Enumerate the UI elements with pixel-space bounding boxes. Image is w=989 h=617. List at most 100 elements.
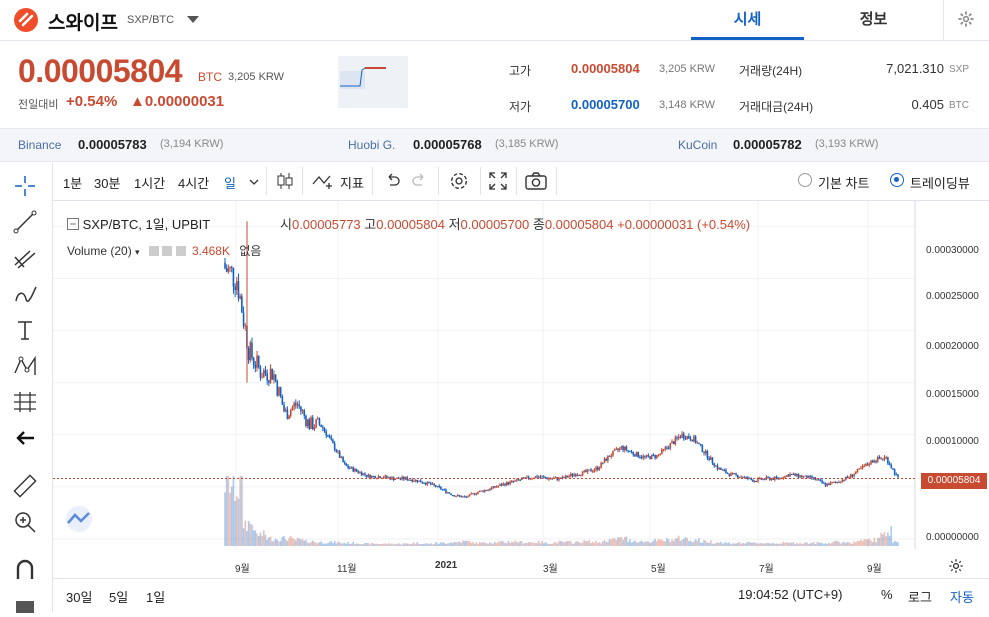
basic-chart-label[interactable]: 기본 차트 [818, 176, 870, 191]
tradingview-radio[interactable] [890, 173, 904, 187]
tradingview-label[interactable]: 트레이딩뷰 [910, 176, 970, 191]
clock[interactable]: 19:04:52 (UTC+9) [738, 587, 843, 602]
volume-bar [283, 535, 285, 546]
candle-body [664, 447, 667, 449]
volume-bar [261, 536, 263, 546]
divider [266, 167, 267, 195]
tab-info[interactable]: 정보 [859, 11, 888, 28]
candle-body [288, 415, 290, 420]
pattern-icon[interactable] [10, 351, 40, 381]
range-1d[interactable]: 1일 [146, 590, 166, 605]
volume-bar [713, 543, 715, 546]
candle-body [386, 475, 388, 478]
candle-body [866, 463, 869, 465]
volume-bar [757, 543, 759, 546]
fib-icon[interactable] [10, 387, 40, 417]
volume-bar [858, 540, 861, 546]
interval-30m[interactable]: 30분 [94, 176, 121, 191]
interval-1h[interactable]: 1시간 [134, 176, 166, 191]
interval-4h[interactable]: 4시간 [178, 176, 210, 191]
volume-bar [784, 542, 786, 546]
arrow-left-icon[interactable] [10, 423, 40, 453]
volume-bar [559, 540, 562, 546]
price-chart[interactable] [53, 201, 989, 549]
volume-bar [483, 542, 486, 546]
volume-bar [851, 543, 854, 546]
x-tick: 7월 [759, 564, 774, 575]
gear-icon[interactable] [957, 10, 975, 28]
exchange-name[interactable]: Huobi G. [348, 138, 396, 152]
basic-chart-radio[interactable] [798, 173, 812, 187]
undo-icon[interactable] [384, 172, 400, 190]
volume-bar [365, 542, 368, 546]
volume-bar [575, 541, 577, 546]
volume-bar [694, 539, 697, 546]
redo-icon[interactable] [412, 172, 428, 190]
candle-body [711, 457, 714, 464]
collapse-icon[interactable] [67, 218, 79, 230]
interval-1m[interactable]: 1분 [63, 176, 83, 191]
candle-body [291, 407, 294, 411]
settings-icon[interactable] [448, 170, 470, 192]
candle-body [706, 451, 709, 458]
candle-body [451, 494, 454, 496]
range-30d[interactable]: 30일 [66, 590, 93, 605]
trend-line-icon[interactable] [10, 207, 40, 237]
volume-bar [571, 543, 574, 546]
crosshair-icon[interactable] [10, 171, 40, 201]
candle-body [298, 404, 301, 407]
magnet-icon[interactable] [10, 555, 40, 585]
volume-bar [384, 543, 387, 546]
ruler-icon[interactable] [10, 471, 40, 501]
candle-body [499, 484, 501, 486]
amount-label: 거래대금(24H) [739, 100, 814, 114]
volume-bar [721, 543, 724, 546]
candle-body [671, 441, 673, 444]
close-icon[interactable] [175, 246, 186, 256]
brush-icon[interactable] [10, 279, 40, 309]
candle-body [413, 480, 415, 482]
chevron-down-icon[interactable] [249, 178, 259, 186]
zoom-in-icon[interactable] [10, 507, 40, 537]
candle-body [603, 459, 606, 464]
candle-body [605, 459, 607, 461]
candles-icon[interactable] [276, 171, 294, 191]
chart-symbol[interactable]: SXP/BTC, 1일, UPBIT [82, 217, 211, 232]
candle-body [704, 451, 707, 454]
lock-icon[interactable] [10, 587, 40, 617]
volume-bar [224, 492, 226, 546]
candle-body [249, 342, 252, 361]
candle-body [394, 478, 397, 481]
chevron-down-icon[interactable] [187, 16, 199, 23]
volume-label[interactable]: Volume (20) [67, 244, 132, 258]
tab-quote[interactable]: 시세 [691, 0, 804, 40]
volume-bar [512, 542, 515, 546]
volume-bar [593, 542, 596, 546]
gear-icon[interactable] [947, 557, 965, 575]
candle-body [849, 474, 852, 478]
eye-icon[interactable] [148, 246, 159, 256]
camera-icon[interactable] [524, 171, 548, 191]
volume-bar [775, 543, 778, 546]
exchange-name[interactable]: KuCoin [678, 138, 718, 152]
candle-body [360, 472, 363, 476]
volume-bar [377, 544, 380, 546]
gear-icon[interactable] [162, 246, 173, 256]
volume-bar [549, 543, 552, 546]
percent-toggle[interactable]: % [881, 587, 893, 602]
auto-toggle[interactable]: 자동 [950, 590, 974, 605]
interval-1d[interactable]: 일 [224, 176, 236, 191]
text-tool-icon[interactable] [10, 315, 40, 345]
exchange-name[interactable]: Binance [18, 138, 62, 152]
log-toggle[interactable]: 로그 [908, 590, 932, 605]
range-5d[interactable]: 5일 [109, 590, 129, 605]
indicators-button[interactable]: 지표 [340, 176, 364, 191]
volume-unit: SXP [949, 64, 970, 75]
pitchfork-icon[interactable] [10, 243, 40, 273]
volume-bar [588, 539, 591, 546]
indicators-icon[interactable] [312, 172, 336, 190]
volume-bar [657, 538, 660, 546]
candle-body [414, 479, 417, 481]
fullscreen-icon[interactable] [488, 171, 508, 191]
volume-bar [620, 536, 623, 546]
